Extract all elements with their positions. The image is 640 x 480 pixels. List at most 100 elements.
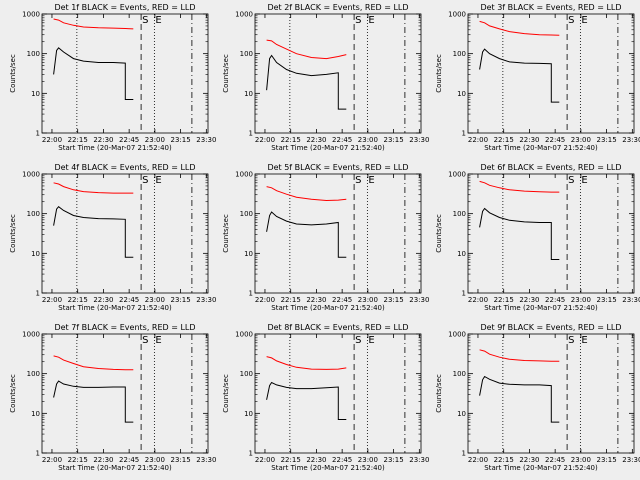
x-tick-label: 23:30 [622, 136, 640, 144]
plot-frame [41, 333, 209, 454]
y-tick-label: 100 [453, 210, 466, 218]
x-tick-label: 22:00 [42, 136, 62, 144]
detector-panel: Det 7f BLACK = Events, RED = LLD 1 10 100 10… [0, 320, 216, 480]
y-tick-label: 1 [249, 130, 253, 138]
y-tick-label: 100 [240, 370, 253, 378]
x-tick-label: 23:00 [145, 456, 165, 464]
detector-panel: Det 2f BLACK = Events, RED = LLD 1 10 100 10… [213, 0, 429, 160]
x-tick-label: 23:30 [409, 456, 429, 464]
x-tick-label: 23:15 [597, 296, 617, 304]
x-tick-label: 23:15 [597, 456, 617, 464]
end-marker: E [581, 335, 587, 346]
x-tick-label: 22:30 [306, 296, 326, 304]
y-tick-label: 100 [240, 210, 253, 218]
panel-svg: Det 3f BLACK = Events, RED = LLD 1 10 100 10… [435, 3, 640, 152]
y-tick-label: 1 [462, 130, 466, 138]
y-tick-label: 100 [453, 370, 466, 378]
x-tick-label: 23:00 [571, 296, 591, 304]
lld-series-line [479, 349, 560, 362]
lld-series-line [53, 18, 134, 30]
panel-title: Det 6f BLACK = Events, RED = LLD [480, 163, 621, 172]
y-tick-label: 1000 [235, 331, 253, 339]
x-tick-label: 23:30 [196, 136, 216, 144]
panel-title: Det 2f BLACK = Events, RED = LLD [267, 3, 408, 12]
plot-frame [41, 13, 209, 134]
x-tick-label: 22:00 [42, 296, 62, 304]
end-marker: E [155, 15, 161, 26]
start-marker: S [355, 15, 361, 26]
end-marker: E [581, 15, 587, 26]
x-tick-label: 23:15 [384, 456, 404, 464]
end-marker: E [368, 335, 374, 346]
x-tick-label: 23:00 [145, 136, 165, 144]
y-tick-label: 10 [457, 410, 466, 418]
x-tick-label: 23:30 [409, 136, 429, 144]
x-tick-label: 23:00 [358, 136, 378, 144]
x-tick-label: 22:00 [468, 296, 488, 304]
y-tick-label: 1 [36, 130, 40, 138]
x-tick-label: 23:30 [622, 296, 640, 304]
plot-frame [254, 173, 422, 294]
y-axis-label: Counts/sec [435, 374, 443, 413]
start-marker: S [568, 15, 574, 26]
y-tick-label: 1 [249, 450, 253, 458]
x-tick-label: 22:15 [68, 456, 88, 464]
y-tick-label: 1000 [235, 171, 253, 179]
x-tick-label: 22:45 [545, 456, 565, 464]
x-tick-label: 23:30 [409, 296, 429, 304]
events-series-line [479, 207, 560, 260]
y-tick-label: 10 [244, 90, 253, 98]
y-tick-label: 1000 [22, 331, 40, 339]
y-tick-label: 1 [462, 450, 466, 458]
plot-frame [467, 13, 635, 134]
y-tick-label: 100 [453, 50, 466, 58]
x-axis-label: Start Time (20-Mar-07 21:52:40) [271, 144, 385, 152]
end-marker: E [368, 15, 374, 26]
start-marker: S [142, 335, 148, 346]
x-axis-label: Start Time (20-Mar-07 21:52:40) [58, 464, 172, 472]
y-tick-label: 10 [31, 410, 40, 418]
start-marker: S [568, 175, 574, 186]
panel-title: Det 5f BLACK = Events, RED = LLD [267, 163, 408, 172]
x-axis-label: Start Time (20-Mar-07 21:52:40) [484, 304, 598, 312]
x-tick-label: 22:30 [306, 456, 326, 464]
x-tick-label: 23:15 [171, 136, 191, 144]
events-series-line [53, 206, 134, 258]
x-tick-label: 23:00 [571, 136, 591, 144]
x-tick-label: 22:00 [468, 136, 488, 144]
end-marker: E [581, 175, 587, 186]
x-tick-label: 22:15 [494, 296, 514, 304]
x-tick-label: 23:15 [171, 296, 191, 304]
start-marker: S [142, 15, 148, 26]
panel-svg: Det 9f BLACK = Events, RED = LLD 1 10 100 10… [435, 323, 640, 472]
x-tick-label: 22:15 [68, 136, 88, 144]
x-tick-label: 22:00 [255, 136, 275, 144]
lld-series-line [53, 182, 134, 194]
x-axis-label: Start Time (20-Mar-07 21:52:40) [271, 464, 385, 472]
y-tick-label: 1000 [235, 11, 253, 19]
x-tick-label: 22:15 [281, 456, 301, 464]
x-tick-label: 23:30 [622, 456, 640, 464]
events-series-line [266, 211, 347, 258]
events-series-line [479, 48, 560, 103]
y-tick-label: 10 [244, 250, 253, 258]
detector-panel: Det 3f BLACK = Events, RED = LLD 1 10 100 10… [426, 0, 640, 160]
y-axis-label: Counts/sec [222, 54, 230, 93]
x-tick-label: 23:15 [384, 136, 404, 144]
panel-title: Det 7f BLACK = Events, RED = LLD [54, 323, 195, 332]
x-tick-label: 22:15 [281, 296, 301, 304]
y-tick-label: 1 [36, 450, 40, 458]
end-marker: E [155, 175, 161, 186]
y-tick-label: 10 [244, 410, 253, 418]
x-tick-label: 23:00 [145, 296, 165, 304]
panel-svg: Det 4f BLACK = Events, RED = LLD 1 10 100 10… [9, 163, 216, 312]
y-tick-label: 100 [27, 210, 40, 218]
y-tick-label: 100 [27, 50, 40, 58]
x-axis-label: Start Time (20-Mar-07 21:52:40) [484, 464, 598, 472]
y-tick-label: 1 [249, 290, 253, 298]
x-tick-label: 23:15 [171, 456, 191, 464]
x-tick-label: 22:00 [255, 296, 275, 304]
end-marker: E [155, 335, 161, 346]
lld-series-line [266, 39, 347, 60]
